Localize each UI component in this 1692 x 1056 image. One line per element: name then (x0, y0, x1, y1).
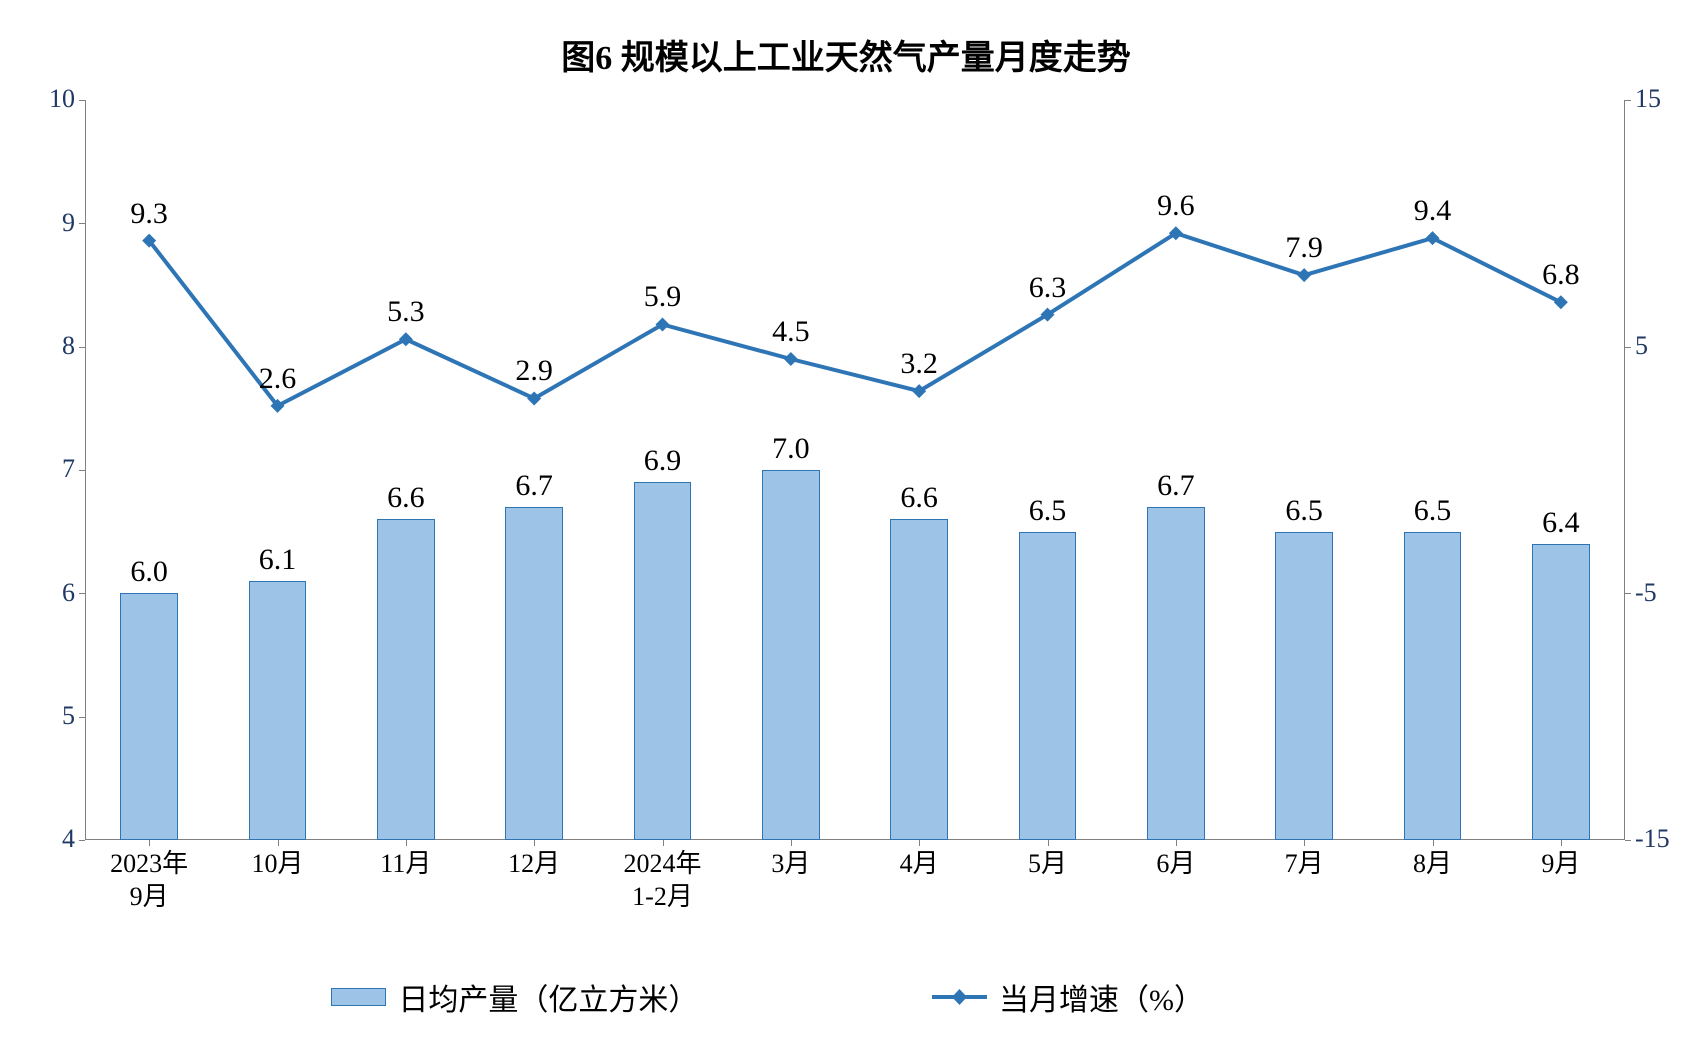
y-left-tick-label: 8 (15, 331, 75, 361)
x-tick-label: 2024年 1-2月 (598, 848, 726, 913)
line-data-label: 2.6 (238, 362, 318, 396)
line-data-label: 9.3 (109, 197, 189, 231)
y-right-tick-label: -5 (1635, 578, 1657, 608)
x-tick-mark (791, 840, 792, 846)
x-tick-mark (919, 840, 920, 846)
bar-data-label: 6.9 (623, 444, 703, 478)
y-left-tick-mark (79, 347, 85, 348)
bar-data-label: 6.5 (1264, 494, 1344, 528)
y-right-tick-mark (1625, 100, 1631, 101)
x-tick-label: 6月 (1112, 848, 1240, 881)
line-data-label: 9.6 (1136, 189, 1216, 223)
x-tick-mark (663, 840, 664, 846)
y-right-tick-mark (1625, 840, 1631, 841)
legend-label-line: 当月增速（%） (999, 975, 1204, 1019)
line-data-label: 7.9 (1264, 231, 1344, 265)
x-tick-mark (534, 840, 535, 846)
y-left-tick-mark (79, 717, 85, 718)
x-tick-mark (1561, 840, 1562, 846)
y-right-tick-label: 15 (1635, 84, 1661, 114)
x-tick-label: 7月 (1240, 848, 1368, 881)
y-left-tick-mark (79, 593, 85, 594)
y-left-tick-label: 7 (15, 454, 75, 484)
y-left-tick-mark (79, 223, 85, 224)
bar-data-label: 6.6 (366, 481, 446, 515)
y-left-tick-label: 5 (15, 701, 75, 731)
bar-data-label: 7.0 (751, 432, 831, 466)
chart-container: 图6 规模以上工业天然气产量月度走势 日均产量（亿立方米） 当月增速（%） 4 5… (0, 0, 1692, 1056)
x-tick-mark (1048, 840, 1049, 846)
y-left-tick-mark (79, 470, 85, 471)
y-right-tick-label: 5 (1635, 331, 1648, 361)
line-data-label: 5.9 (623, 280, 703, 314)
line-data-label: 5.3 (366, 295, 446, 329)
bar-data-label: 6.7 (1136, 469, 1216, 503)
legend-item-bar: 日均产量（亿立方米） (331, 975, 698, 1019)
x-tick-mark (278, 840, 279, 846)
y-left-tick-label: 10 (15, 84, 75, 114)
bar-data-label: 6.5 (1393, 494, 1473, 528)
x-tick-mark (406, 840, 407, 846)
bar-data-label: 6.1 (238, 543, 318, 577)
line-data-label: 3.2 (879, 347, 959, 381)
y-right-tick-mark (1625, 347, 1631, 348)
legend-label-bar: 日均产量（亿立方米） (398, 975, 698, 1019)
line-marker-diamond-icon (399, 332, 413, 346)
x-tick-label: 4月 (855, 848, 983, 881)
x-tick-label: 5月 (983, 848, 1111, 881)
x-tick-label: 3月 (727, 848, 855, 881)
chart-title: 图6 规模以上工业天然气产量月度走势 (0, 30, 1692, 79)
y-left-tick-mark (79, 100, 85, 101)
legend-swatch-line (932, 988, 987, 1006)
x-tick-label: 12月 (470, 848, 598, 881)
y-right-tick-mark (1625, 593, 1631, 594)
bar-data-label: 6.6 (879, 481, 959, 515)
x-tick-label: 11月 (342, 848, 470, 881)
x-tick-mark (1176, 840, 1177, 846)
bar-data-label: 6.0 (109, 555, 189, 589)
line-marker-diamond-icon (1297, 268, 1311, 282)
line-data-label: 6.3 (1008, 271, 1088, 305)
line-marker-diamond-icon (1554, 295, 1568, 309)
y-left-tick-mark (79, 840, 85, 841)
x-tick-mark (1433, 840, 1434, 846)
y-left-tick-label: 9 (15, 208, 75, 238)
line-marker-diamond-icon (784, 352, 798, 366)
bar-data-label: 6.4 (1521, 506, 1601, 540)
x-tick-label: 8月 (1368, 848, 1496, 881)
line-data-label: 4.5 (751, 315, 831, 349)
x-tick-label: 10月 (213, 848, 341, 881)
bar-data-label: 6.5 (1008, 494, 1088, 528)
line-marker-diamond-icon (1426, 231, 1440, 245)
line-data-label: 6.8 (1521, 258, 1601, 292)
line-data-label: 2.9 (494, 354, 574, 388)
y-left-tick-label: 4 (15, 824, 75, 854)
x-tick-label: 2023年 9月 (85, 848, 213, 913)
x-tick-mark (1304, 840, 1305, 846)
legend-item-line: 当月增速（%） (932, 975, 1204, 1019)
line-data-label: 9.4 (1393, 194, 1473, 228)
x-tick-label: 9月 (1497, 848, 1625, 881)
legend-swatch-bar (331, 988, 386, 1006)
x-tick-mark (149, 840, 150, 846)
bar-data-label: 6.7 (494, 469, 574, 503)
y-left-tick-label: 6 (15, 578, 75, 608)
y-right-tick-label: -15 (1635, 824, 1670, 854)
